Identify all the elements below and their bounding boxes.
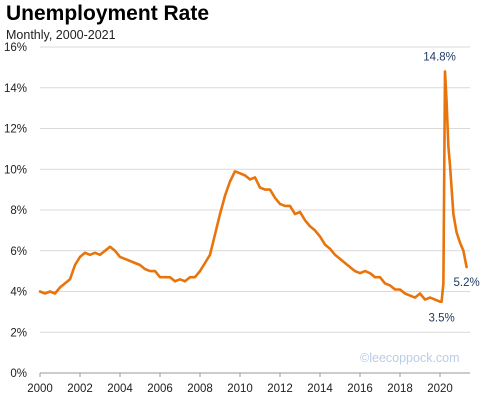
chart-subtitle: Monthly, 2000-2021 [6,28,116,42]
grid-lines [40,46,470,374]
y-tick-label: 0% [10,368,27,380]
y-tick-label: 6% [10,246,27,258]
x-axis-ticks: 2000 2002 2004 2006 2008 2010 2012 2014 2016 2018… [27,373,453,395]
y-tick-label: 4% [10,287,27,299]
series-line-unemployment [38,70,468,304]
x-tick-label: 2012 [267,383,293,395]
y-tick-label: 16% [4,42,27,54]
x-tick-label: 2004 [107,383,133,395]
y-tick-label: 8% [10,205,27,217]
x-tick-label: 2008 [187,383,213,395]
x-tick-label: 2016 [347,383,373,395]
x-tick-label: 2010 [227,383,253,395]
data-label: 14.8% [423,51,456,63]
x-tick-label: 2002 [67,383,93,395]
data-label: 3.5% [428,313,454,325]
y-tick-label: 12% [4,124,27,136]
x-tick-label: 2006 [147,383,173,395]
y-tick-label: 2% [10,327,27,339]
x-tick-label: 2014 [307,383,333,395]
data-label: 5.2% [453,277,479,289]
x-tick-label: 2020 [427,383,453,395]
credit-watermark: ©leecoppock.com [360,351,460,365]
chart-title: Unemployment Rate [6,2,210,25]
y-axis-ticks: 0% 2% 4% 6% 8% 10% 12% 14% 16% [4,42,27,380]
y-tick-label: 10% [4,164,27,176]
annotations: 14.8% 3.5% 5.2% [423,51,479,324]
y-tick-label: 14% [4,83,27,95]
series-group [38,70,468,304]
x-tick-label: 2000 [27,383,53,395]
x-tick-label: 2018 [387,383,413,395]
